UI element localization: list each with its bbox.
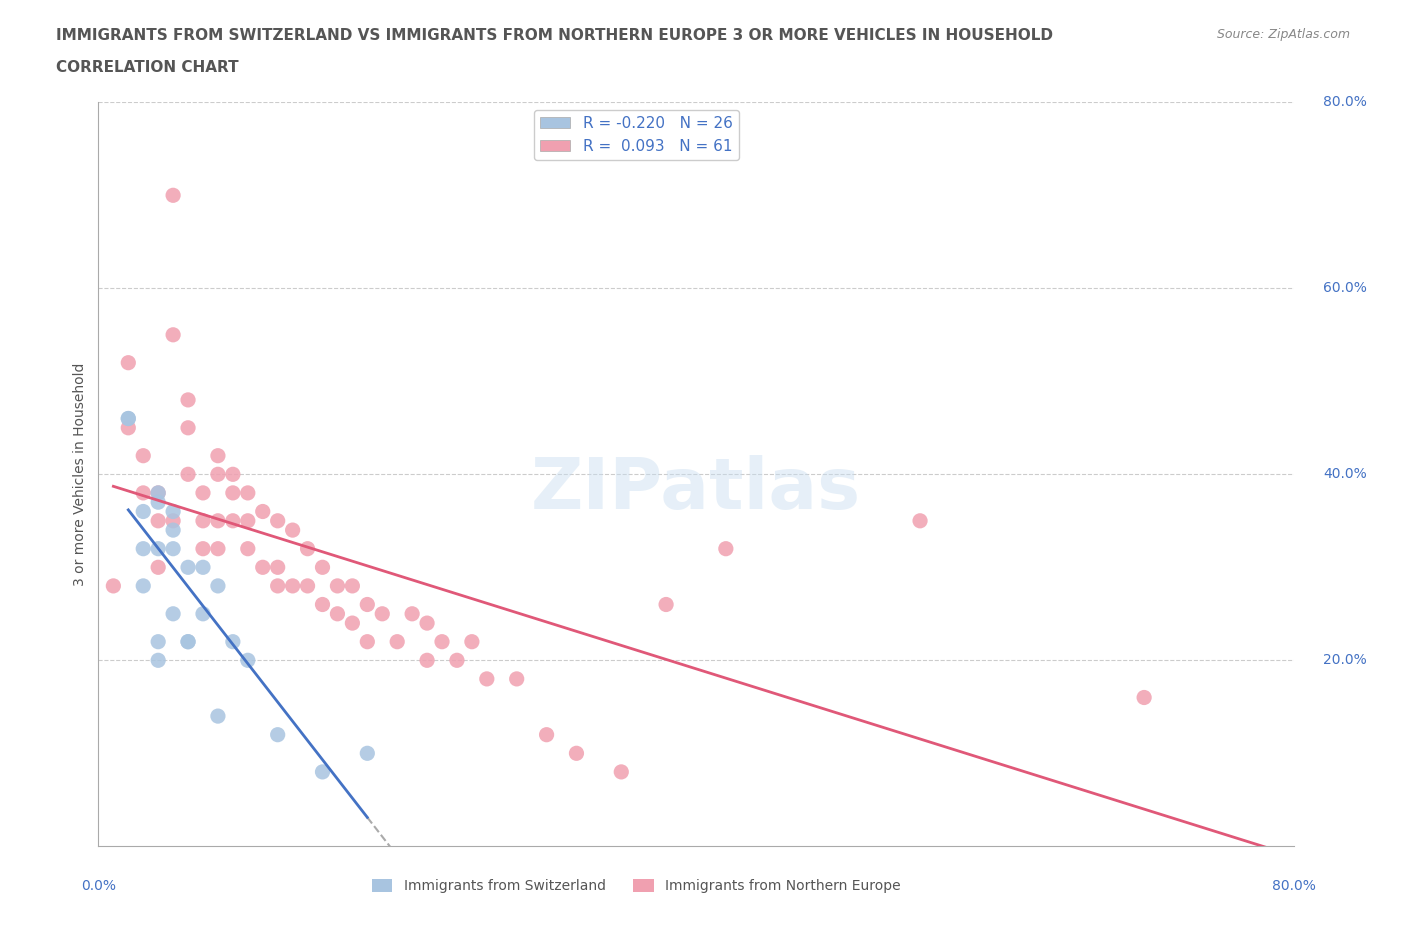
Point (326, 606, 349, 621)
Point (177, 634, 200, 649)
Point (297, 541, 319, 556)
Point (162, 513, 184, 528)
Text: Source: ZipAtlas.com: Source: ZipAtlas.com (1216, 28, 1350, 41)
Point (148, 634, 170, 649)
Text: 20.0%: 20.0% (1323, 653, 1367, 668)
Point (610, 764, 633, 779)
Point (311, 560, 333, 575)
Point (207, 541, 229, 556)
Point (117, 411, 139, 426)
Point (297, 578, 319, 593)
Point (117, 355, 139, 370)
Point (311, 764, 333, 779)
Point (326, 578, 349, 593)
Point (1133, 690, 1156, 705)
Point (267, 578, 290, 593)
Point (191, 541, 214, 556)
Point (148, 495, 170, 510)
Point (162, 523, 184, 538)
Point (416, 616, 439, 631)
Point (177, 392, 200, 407)
Point (714, 541, 737, 556)
Point (103, 578, 125, 593)
Point (148, 560, 170, 575)
Point (267, 560, 290, 575)
Point (132, 448, 155, 463)
Point (908, 513, 931, 528)
Point (356, 634, 378, 649)
Point (252, 504, 274, 519)
Point (162, 504, 184, 519)
Point (132, 541, 155, 556)
Point (177, 420, 200, 435)
Point (430, 634, 453, 649)
Point (177, 560, 200, 575)
Point (148, 513, 170, 528)
Point (191, 485, 214, 500)
Point (191, 560, 214, 575)
Point (162, 327, 184, 342)
Point (177, 634, 200, 649)
Point (311, 597, 333, 612)
Text: 0.0%: 0.0% (82, 879, 115, 893)
Point (148, 485, 170, 500)
Point (162, 606, 184, 621)
Point (356, 597, 378, 612)
Point (148, 541, 170, 556)
Text: 40.0%: 40.0% (1323, 467, 1367, 482)
Point (132, 485, 155, 500)
Point (132, 578, 155, 593)
Point (222, 485, 245, 500)
Point (236, 485, 259, 500)
Point (267, 513, 290, 528)
Legend: Immigrants from Switzerland, Immigrants from Northern Europe: Immigrants from Switzerland, Immigrants … (366, 874, 907, 899)
Point (416, 653, 439, 668)
Point (371, 606, 394, 621)
Point (401, 606, 423, 621)
Text: ZIPatlas: ZIPatlas (531, 455, 860, 524)
Point (222, 467, 245, 482)
Point (236, 653, 259, 668)
Point (222, 513, 245, 528)
Point (461, 634, 484, 649)
Point (207, 448, 229, 463)
Point (132, 504, 155, 519)
Text: 80.0%: 80.0% (1271, 879, 1316, 893)
Point (148, 485, 170, 500)
Point (385, 634, 409, 649)
Y-axis label: 3 or more Vehicles in Household: 3 or more Vehicles in Household (73, 363, 87, 586)
Point (207, 578, 229, 593)
Point (655, 597, 678, 612)
Point (162, 188, 184, 203)
Text: CORRELATION CHART: CORRELATION CHART (56, 60, 239, 75)
Text: 60.0%: 60.0% (1323, 281, 1367, 296)
Point (281, 523, 304, 538)
Point (162, 541, 184, 556)
Point (506, 671, 529, 686)
Point (252, 560, 274, 575)
Point (191, 606, 214, 621)
Point (148, 653, 170, 668)
Point (117, 420, 139, 435)
Point (207, 467, 229, 482)
Point (222, 634, 245, 649)
Point (565, 746, 588, 761)
Point (475, 671, 498, 686)
Text: 80.0%: 80.0% (1323, 95, 1367, 110)
Point (177, 467, 200, 482)
Point (236, 513, 259, 528)
Point (236, 541, 259, 556)
Point (342, 616, 364, 631)
Point (446, 653, 468, 668)
Point (356, 746, 378, 761)
Text: IMMIGRANTS FROM SWITZERLAND VS IMMIGRANTS FROM NORTHERN EUROPE 3 OR MORE VEHICLE: IMMIGRANTS FROM SWITZERLAND VS IMMIGRANT… (56, 28, 1053, 43)
Point (536, 727, 558, 742)
Point (267, 727, 290, 742)
Point (207, 709, 229, 724)
Point (281, 578, 304, 593)
Point (191, 513, 214, 528)
Point (117, 411, 139, 426)
Point (207, 513, 229, 528)
Point (342, 578, 364, 593)
